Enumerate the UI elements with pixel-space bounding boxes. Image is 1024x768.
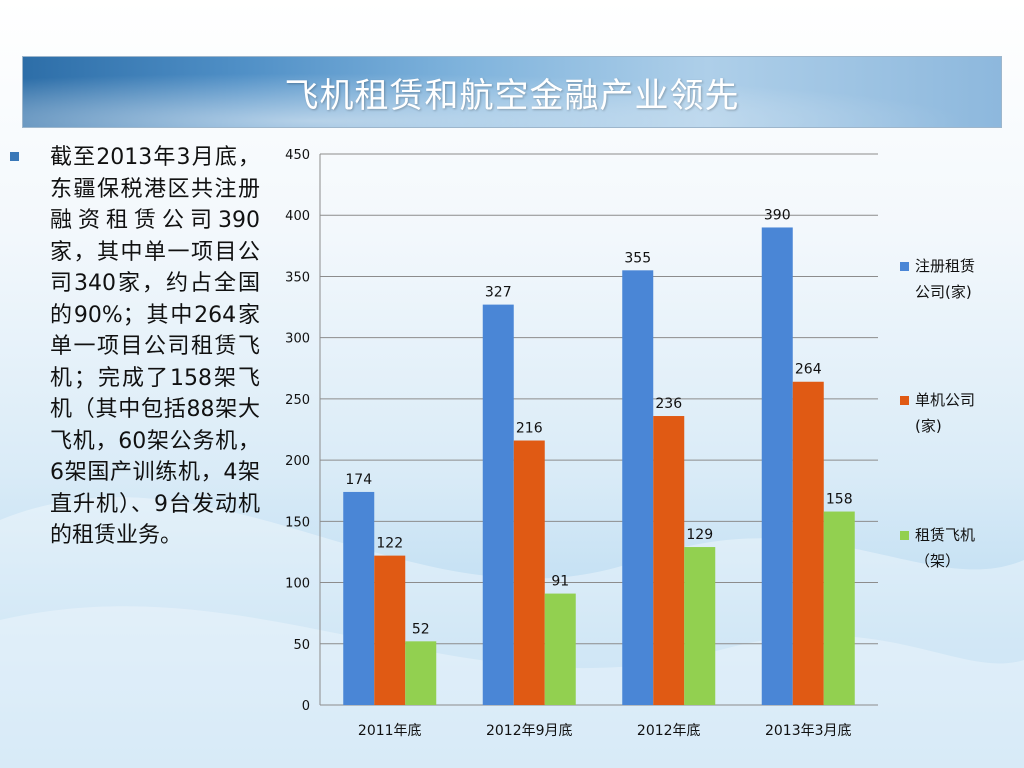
legend-label: 租赁飞机 — [915, 526, 975, 544]
bar — [405, 641, 437, 705]
data-label: 236 — [655, 396, 682, 412]
x-tick-label: 2013年3月底 — [765, 723, 852, 739]
body-paragraph: 截至2013年3月底，东疆保税港区共注册融资租赁公司390家，其中单一项目公司3… — [50, 145, 260, 548]
legend-label: （架） — [915, 552, 960, 570]
x-tick-label: 2012年9月底 — [486, 723, 573, 739]
title-banner-highlight — [23, 65, 1001, 127]
bar — [513, 440, 545, 705]
legend-label: 注册租赁 — [915, 257, 975, 275]
bar — [482, 304, 514, 705]
data-label: 390 — [764, 207, 791, 223]
legend-swatch — [900, 262, 909, 271]
data-label: 158 — [826, 492, 853, 508]
bar — [622, 270, 654, 705]
y-tick-label: 150 — [285, 515, 310, 530]
data-label: 122 — [376, 536, 403, 552]
bar — [684, 547, 716, 705]
y-tick-label: 300 — [285, 332, 310, 347]
bar — [343, 491, 375, 705]
data-label: 216 — [516, 421, 543, 437]
data-label: 327 — [485, 285, 512, 301]
data-label: 355 — [624, 250, 651, 266]
legend-label: 单机公司 — [915, 391, 975, 409]
y-tick-label: 250 — [285, 393, 310, 408]
x-tick-label: 2011年底 — [358, 723, 422, 739]
data-label: 174 — [345, 472, 372, 488]
title-banner: 飞机租赁和航空金融产业领先 — [22, 56, 1002, 128]
slide-title: 飞机租赁和航空金融产业领先 — [284, 75, 740, 116]
bar — [792, 381, 824, 705]
legend-swatch — [900, 396, 909, 405]
data-label: 264 — [795, 362, 822, 378]
legend-label: 公司(家) — [915, 283, 972, 301]
data-label: 91 — [551, 574, 569, 590]
y-tick-label: 100 — [285, 577, 310, 592]
x-tick-label: 2012年底 — [637, 723, 701, 739]
data-label: 52 — [412, 621, 430, 637]
bar — [544, 593, 576, 705]
y-tick-label: 450 — [285, 148, 310, 163]
y-tick-label: 350 — [285, 270, 310, 285]
bar — [374, 555, 406, 705]
y-tick-label: 200 — [285, 454, 310, 469]
bar — [823, 511, 855, 705]
legend-label: (家) — [915, 417, 942, 435]
y-tick-label: 50 — [293, 638, 310, 653]
bar — [761, 227, 793, 705]
bullet-marker — [10, 152, 19, 161]
legend-swatch — [900, 531, 909, 540]
bar — [653, 416, 685, 705]
y-tick-label: 400 — [285, 209, 310, 224]
bar-chart: 0 50 100 150 200 250 300 350 400 450 174 122 52 2011年… — [285, 148, 975, 739]
y-tick-label: 0 — [302, 699, 310, 714]
data-label: 129 — [686, 527, 713, 543]
